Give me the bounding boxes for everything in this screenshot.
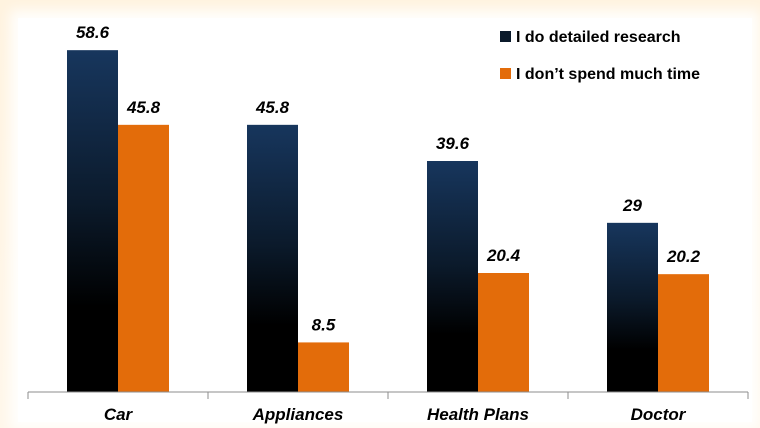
value-label: 20.4	[486, 246, 521, 265]
legend-label: I do detailed research	[516, 29, 681, 46]
legend-swatch	[500, 31, 511, 42]
bar-research-health-plans	[427, 161, 478, 392]
category-label: Doctor	[631, 405, 687, 424]
value-label: 29	[622, 196, 642, 215]
value-label: 39.6	[436, 134, 470, 153]
value-label: 58.6	[76, 23, 110, 42]
bar-little-time-health-plans	[478, 273, 529, 392]
value-label: 45.8	[255, 98, 290, 117]
category-label: Health Plans	[427, 405, 529, 424]
bar-research-doctor	[607, 222, 658, 392]
bar-little-time-doctor	[658, 274, 709, 392]
bars-layer	[67, 50, 709, 393]
category-label: Appliances	[252, 405, 344, 424]
bar-little-time-appliances	[298, 342, 349, 392]
category-label: Car	[104, 405, 134, 424]
value-labels-layer: 58.6 45.8 45.8 8.5 39.6 20.4 29 20.2	[76, 23, 701, 334]
legend: I do detailed research I don’t spend much…	[500, 29, 700, 83]
bar-research-car	[67, 50, 118, 393]
legend-swatch	[500, 68, 511, 79]
bar-little-time-car	[118, 124, 169, 392]
value-label: 8.5	[312, 315, 336, 334]
value-label: 20.2	[666, 247, 701, 266]
value-label: 45.8	[126, 98, 161, 117]
legend-label: I don’t spend much time	[516, 66, 700, 83]
x-axis: Car Appliances Health Plans Doctor	[27, 391, 749, 424]
bar-research-appliances	[247, 124, 298, 392]
